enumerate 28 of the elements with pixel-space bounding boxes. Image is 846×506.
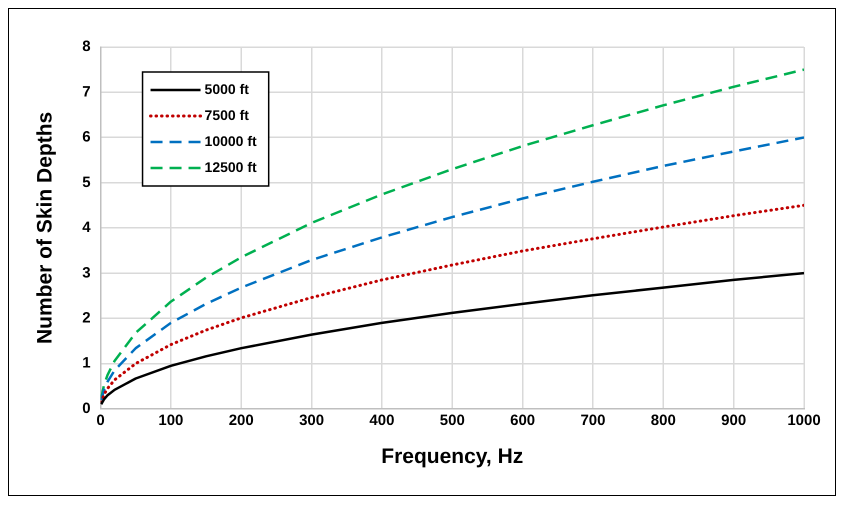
y-tick-label: 1 — [82, 354, 91, 372]
y-tick-label: 8 — [82, 38, 91, 56]
y-tick-label: 5 — [82, 174, 91, 191]
x-tick-label: 200 — [228, 412, 254, 429]
x-tick-label: 1000 — [787, 412, 821, 429]
x-tick-label: 500 — [440, 412, 465, 429]
legend-label: 5000 ft — [204, 80, 250, 97]
x-tick-label: 900 — [721, 412, 746, 429]
legend-label: 7500 ft — [204, 106, 250, 123]
x-tick-label: 100 — [158, 412, 184, 429]
legend-label: 12500 ft — [204, 158, 258, 175]
y-tick-label: 3 — [82, 264, 91, 282]
x-tick-label: 600 — [510, 412, 536, 429]
line-series — [100, 204, 804, 404]
legend-label: 10000 ft — [204, 132, 258, 149]
x-tick-label: 700 — [580, 412, 606, 429]
y-axis-title: Number of Skin Depths — [33, 112, 56, 344]
y-tick-label: 7 — [82, 83, 91, 100]
x-tick-label: 0 — [96, 412, 105, 429]
y-tick-label: 4 — [82, 219, 92, 236]
x-tick-label: 300 — [299, 412, 324, 429]
x-axis-title: Frequency, Hz — [381, 445, 524, 468]
x-tick-label: 400 — [369, 412, 394, 429]
y-tick-label: 0 — [82, 400, 91, 417]
x-tick-label: 800 — [650, 412, 676, 429]
line-series — [100, 136, 804, 402]
y-tick-label: 6 — [82, 128, 91, 146]
y-tick-label: 2 — [82, 309, 91, 326]
